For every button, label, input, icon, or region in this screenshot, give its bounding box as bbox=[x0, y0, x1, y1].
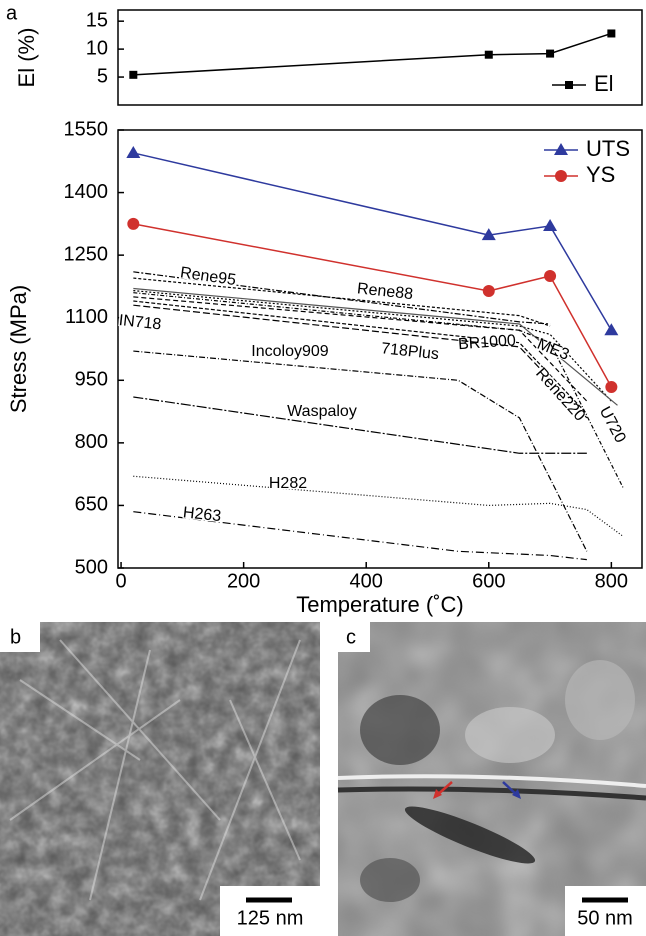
marker bbox=[126, 146, 140, 158]
marker bbox=[483, 285, 495, 297]
panel-label: b bbox=[10, 626, 21, 648]
series-line bbox=[133, 224, 611, 387]
series-line bbox=[133, 397, 587, 453]
series-label: 718Plus bbox=[380, 340, 439, 363]
series-label: H282 bbox=[269, 475, 307, 492]
marker bbox=[544, 270, 556, 282]
y-tick-label: 1100 bbox=[65, 306, 108, 328]
y-tick-label: 1250 bbox=[64, 243, 109, 265]
marker bbox=[485, 51, 493, 59]
x-tick-label: 200 bbox=[227, 570, 260, 592]
series-label: ME3 bbox=[535, 336, 572, 364]
series-line bbox=[133, 33, 611, 74]
x-tick-label: 400 bbox=[350, 570, 383, 592]
plot-frame bbox=[118, 10, 642, 105]
series-label: Rene88 bbox=[356, 280, 414, 303]
legend-label: UTS bbox=[586, 136, 630, 161]
y-tick-label: 650 bbox=[75, 494, 108, 516]
series-label: BR1000 bbox=[458, 332, 517, 353]
y-tick-label: 800 bbox=[75, 431, 108, 453]
marker bbox=[605, 381, 617, 393]
series-label: Waspaloy bbox=[287, 403, 357, 420]
x-tick-label: 600 bbox=[472, 570, 505, 592]
marker bbox=[607, 29, 615, 37]
y-tick-label: 10 bbox=[86, 37, 108, 59]
x-tick-label: 0 bbox=[116, 570, 127, 592]
marker bbox=[129, 71, 137, 79]
x-axis-label: Temperature (˚C) bbox=[296, 592, 463, 617]
x-tick-label: 800 bbox=[595, 570, 628, 592]
y-axis-label: El (%) bbox=[14, 28, 39, 88]
legend-label: YS bbox=[586, 162, 615, 187]
y-tick-label: 950 bbox=[75, 369, 108, 391]
marker bbox=[543, 219, 557, 231]
marker bbox=[546, 50, 554, 58]
series-line bbox=[133, 297, 587, 401]
panel-label: a bbox=[6, 2, 18, 24]
scale-label: 125 nm bbox=[237, 907, 304, 929]
y-tick-label: 15 bbox=[86, 9, 108, 31]
series-label: IN718 bbox=[118, 312, 162, 333]
series-label: H263 bbox=[182, 504, 222, 525]
legend-label: El bbox=[594, 71, 614, 96]
scale-label: 50 nm bbox=[577, 907, 633, 929]
y-tick-label: 1400 bbox=[64, 181, 109, 203]
y-tick-label: 500 bbox=[75, 556, 108, 578]
figure: a b c 125 nm 50 nm 5 10 15 El (%) El 500 650 80… bbox=[0, 0, 646, 936]
series-label: U720 bbox=[596, 404, 629, 446]
legend-marker bbox=[555, 170, 567, 182]
panel-label: c bbox=[346, 626, 356, 648]
y-axis-label: Stress (MPa) bbox=[6, 285, 31, 413]
series-label: Incoloy909 bbox=[251, 343, 328, 360]
marker bbox=[604, 323, 618, 335]
page: a b c 125 nm 50 nm 5 10 15 El (%) El 500 650 80… bbox=[0, 0, 646, 936]
legend-marker bbox=[565, 81, 573, 89]
legend-marker bbox=[554, 143, 568, 155]
marker bbox=[127, 218, 139, 230]
y-tick-label: 1550 bbox=[64, 118, 109, 140]
y-tick-label: 5 bbox=[97, 65, 108, 87]
